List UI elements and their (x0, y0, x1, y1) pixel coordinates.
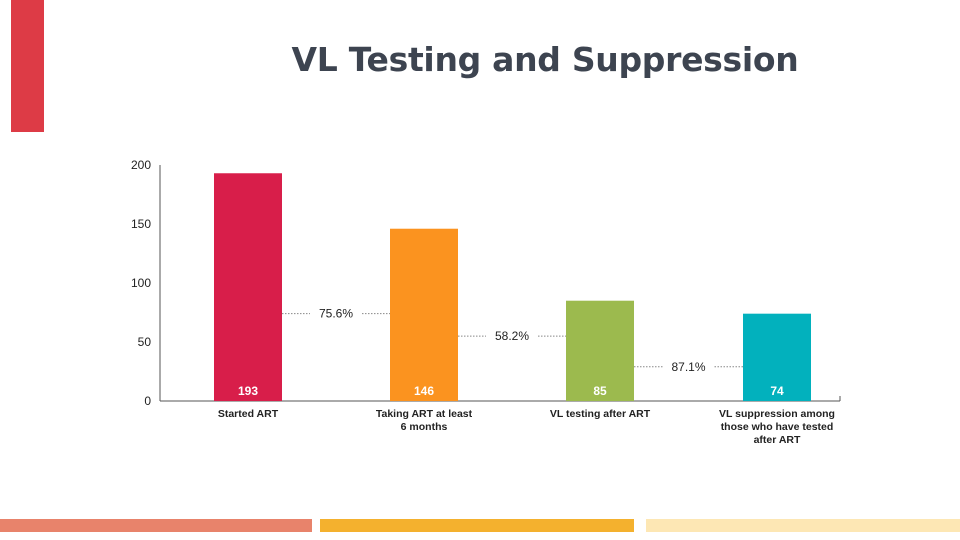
x-category-label: after ART (754, 434, 801, 446)
page-title: VL Testing and Suppression (291, 40, 799, 79)
y-tick-label: 0 (144, 394, 151, 408)
y-tick-label: 150 (131, 217, 151, 231)
y-tick-label: 100 (131, 276, 151, 290)
x-category-label: those who have tested (721, 421, 834, 433)
x-category-label: VL suppression among (719, 408, 835, 420)
side-accent-bar (11, 0, 44, 132)
percentage-annotation: 87.1% (671, 360, 705, 374)
x-category-label: Started ART (218, 408, 279, 420)
bar-value-label: 74 (770, 384, 784, 398)
percentage-annotation: 75.6% (319, 307, 353, 321)
y-tick-label: 50 (138, 335, 152, 349)
bottom-stripe-right (646, 519, 960, 532)
bar (566, 300, 634, 401)
x-category-label: Taking ART at least (376, 408, 473, 420)
bottom-stripe-left (0, 519, 312, 532)
x-category-label: VL testing after ART (550, 408, 651, 420)
bar-value-label: 146 (414, 384, 434, 398)
bar-value-label: 193 (238, 384, 258, 398)
percentage-annotation: 58.2% (495, 329, 529, 343)
bottom-stripe-middle (320, 519, 634, 532)
bar-value-label: 85 (593, 384, 607, 398)
x-category-label: 6 months (401, 421, 448, 433)
bar (743, 313, 811, 401)
bar (214, 173, 282, 401)
y-tick-label: 200 (131, 158, 151, 172)
bar (390, 228, 458, 401)
